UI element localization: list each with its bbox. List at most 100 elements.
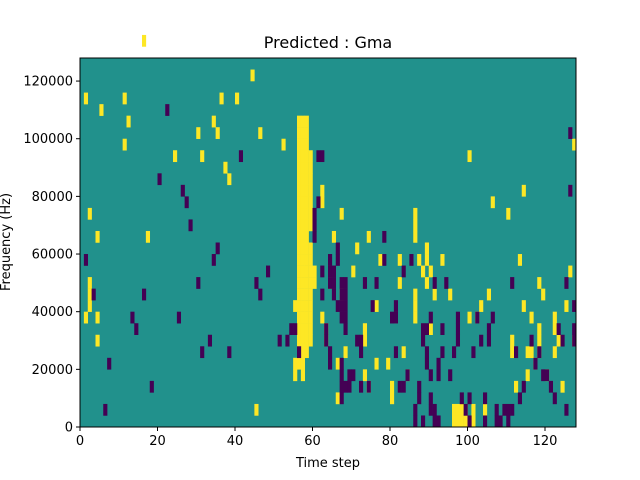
heatmap-cell-low bbox=[471, 346, 476, 359]
heatmap-cell-high bbox=[95, 230, 100, 243]
heatmap-cell-low bbox=[339, 300, 344, 312]
heatmap-cell-low bbox=[421, 323, 426, 335]
heatmap-cell-low bbox=[417, 380, 422, 393]
heatmap-cell-high bbox=[122, 92, 127, 105]
heatmap-cell-high bbox=[471, 415, 476, 428]
heatmap-cell-high bbox=[541, 288, 546, 301]
heatmap-cell-low bbox=[483, 392, 488, 405]
heatmap-cell-high bbox=[463, 415, 468, 428]
heatmap-cell-high bbox=[293, 369, 298, 382]
heatmap-cell-high bbox=[304, 207, 309, 220]
heatmap-cell-low bbox=[331, 277, 337, 289]
heatmap-cell-high bbox=[99, 104, 104, 116]
heatmap-cell-high bbox=[320, 196, 325, 209]
x-tick-label: 60 bbox=[304, 434, 321, 449]
heatmap-cell-low bbox=[382, 230, 387, 243]
heatmap-cell-low bbox=[514, 346, 519, 359]
heatmap-cell-high bbox=[297, 277, 302, 289]
heatmap-cell-high bbox=[297, 184, 302, 197]
heatmap-cell-low bbox=[266, 265, 271, 278]
y-axis-label: Frequency (Hz) bbox=[0, 193, 14, 291]
heatmap-cell-high bbox=[413, 230, 418, 243]
heatmap-cell-low bbox=[83, 254, 89, 266]
heatmap-cell-low bbox=[393, 300, 399, 312]
x-axis: 0 20 40 60 80 100 120 bbox=[76, 427, 557, 449]
heatmap-cell-high bbox=[300, 311, 306, 324]
heatmap-cell-high bbox=[374, 357, 379, 370]
heatmap-cell-high bbox=[300, 300, 306, 312]
heatmap-cell-high bbox=[312, 277, 317, 289]
y-tick-label: 100000 bbox=[23, 132, 73, 147]
heatmap-cell-high bbox=[335, 392, 340, 405]
heatmap-cell-low bbox=[339, 380, 344, 393]
heatmap-cell-high bbox=[537, 334, 542, 347]
heatmap-cell-low bbox=[285, 334, 290, 347]
heatmap-cell-low bbox=[324, 334, 329, 347]
heatmap-cell-high bbox=[490, 196, 495, 209]
heatmap-cell-low bbox=[436, 369, 441, 382]
heatmap-cell-high bbox=[424, 254, 430, 266]
heatmap-cell-high bbox=[452, 403, 457, 416]
heatmap-cell-high bbox=[300, 230, 306, 243]
x-tick-label: 20 bbox=[149, 434, 166, 449]
heatmap-cell-low bbox=[401, 380, 406, 393]
heatmap-cell-high bbox=[300, 196, 306, 209]
heatmap-cell-low bbox=[149, 380, 154, 393]
heatmap-cell-high bbox=[83, 92, 89, 105]
heatmap-cell-high bbox=[455, 403, 461, 416]
heatmap-cell-low bbox=[359, 346, 364, 359]
heatmap-cell-low bbox=[444, 277, 449, 289]
heatmap-cell-low bbox=[428, 311, 433, 324]
heatmap-cell-high bbox=[87, 277, 92, 289]
heatmap-cell-low bbox=[328, 265, 333, 278]
heatmap-cell-low bbox=[180, 184, 185, 197]
heatmap-cell-low bbox=[320, 288, 325, 301]
heatmap-cell-low bbox=[382, 254, 387, 266]
heatmap-cell-high bbox=[308, 334, 313, 347]
heatmap-cell-high bbox=[308, 311, 313, 324]
heatmap-cell-low bbox=[227, 346, 232, 359]
heatmap-cell-high bbox=[297, 219, 302, 232]
heatmap-cell-high bbox=[95, 311, 100, 324]
heatmap-cell-high bbox=[308, 288, 313, 301]
heatmap-cell-low bbox=[390, 311, 395, 324]
heatmap-cell-high bbox=[297, 288, 302, 301]
heatmap-cell-low bbox=[498, 415, 503, 428]
heatmap-cell-low bbox=[258, 288, 263, 301]
heatmap-background bbox=[80, 58, 576, 427]
heatmap-cell-high bbox=[421, 265, 426, 278]
heatmap-cell-low bbox=[142, 288, 147, 301]
heatmap-cell-low bbox=[335, 242, 340, 255]
heatmap-cell-high bbox=[87, 207, 92, 220]
heatmap-cell-high bbox=[304, 138, 309, 151]
heatmap-cell-high bbox=[432, 288, 437, 301]
heatmap-cell-low bbox=[328, 357, 333, 370]
heatmap-cell-low bbox=[510, 403, 515, 416]
heatmap-cell-high bbox=[308, 323, 313, 335]
heatmap-cell-low bbox=[440, 323, 445, 335]
heatmap-cell-high bbox=[258, 127, 263, 139]
heatmap-cell-low bbox=[339, 357, 344, 370]
heatmap-cell-low bbox=[207, 334, 213, 347]
heatmap-cell-low bbox=[486, 323, 492, 335]
heatmap-cell-high bbox=[308, 254, 313, 266]
heatmap-cell-high bbox=[122, 138, 127, 151]
heatmap-cell-high bbox=[297, 161, 302, 174]
heatmap-cell-low bbox=[533, 357, 538, 370]
heatmap-cell-high bbox=[459, 403, 464, 416]
heatmap-cell-low bbox=[397, 380, 402, 393]
heatmap-cell-high bbox=[510, 334, 515, 347]
heatmap-cell-low bbox=[238, 150, 244, 163]
heatmap-cell-low bbox=[510, 277, 515, 289]
heatmap-cell-high bbox=[362, 323, 368, 335]
heatmap-cell-high bbox=[297, 323, 302, 335]
heatmap-cell-low bbox=[432, 277, 437, 289]
heatmap-cell-low bbox=[331, 265, 337, 278]
heatmap-cell-high bbox=[552, 346, 557, 359]
heatmap-cell-low bbox=[343, 380, 348, 393]
heatmap-cell-high bbox=[297, 242, 302, 255]
heatmap-cell-low bbox=[428, 369, 433, 382]
heatmap-cell-low bbox=[91, 288, 96, 301]
y-tick-label: 0 bbox=[65, 421, 73, 436]
heatmap-cell-low bbox=[297, 346, 302, 359]
